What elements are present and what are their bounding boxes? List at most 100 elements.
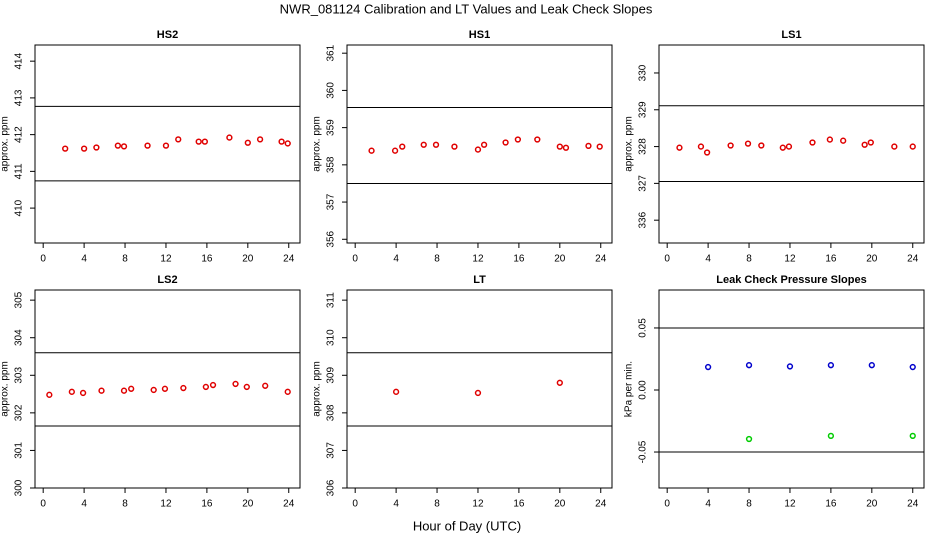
- y-axis-label: approx. ppm: [312, 361, 323, 417]
- x-tick-label: 12: [784, 254, 796, 265]
- y-tick-label: 358: [326, 156, 337, 173]
- data-point: [180, 384, 187, 392]
- x-tick-label: 20: [866, 499, 878, 510]
- y-tick-label: 413: [14, 89, 25, 106]
- y-tick-label: 308: [326, 404, 337, 421]
- x-tick-label: 24: [283, 499, 295, 510]
- x-axis-label: Hour of Day (UTC): [413, 518, 521, 533]
- data-point: [226, 134, 233, 141]
- y-tick-label: 306: [326, 479, 337, 496]
- y-tick-label: 303: [14, 367, 25, 384]
- panel-title: LT: [473, 274, 486, 286]
- data-point: [514, 136, 522, 143]
- plot-frame: [658, 289, 925, 489]
- data-point: [432, 141, 440, 148]
- y-tick-label: 0.05: [638, 318, 649, 338]
- data-point: [128, 385, 135, 392]
- x-tick-label: 4: [81, 499, 87, 510]
- plot-frame: [346, 44, 613, 244]
- data-point: [399, 143, 406, 150]
- y-tick-label: 309: [326, 367, 337, 384]
- data-point: [909, 432, 916, 440]
- data-point: [534, 136, 541, 143]
- y-tick-label: 361: [326, 44, 337, 61]
- data-point: [232, 380, 239, 388]
- panel: Leak Check Pressure Slopes kPa per min. 0 4…: [624, 274, 925, 510]
- x-tick-label: 8: [122, 254, 128, 265]
- data-point: [93, 144, 100, 151]
- data-point: [120, 143, 128, 150]
- y-axis-label: approx. ppm: [0, 361, 11, 417]
- data-point: [98, 387, 105, 394]
- y-tick-label: 328: [638, 138, 649, 155]
- panel-title: HS2: [157, 29, 178, 41]
- data-point: [758, 142, 765, 149]
- x-tick-label: 16: [201, 254, 213, 265]
- y-tick-label: 360: [326, 82, 337, 99]
- y-axis-label: approx. ppm: [624, 116, 635, 172]
- y-tick-label: 357: [326, 193, 337, 210]
- data-point: [392, 388, 400, 395]
- panel: HS2 approx. ppm 0 4 8 12 16 20 24 410 411 412 413 414: [0, 29, 301, 265]
- panel-title: Leak Check Pressure Slopes: [716, 274, 866, 286]
- x-tick-label: 24: [907, 499, 919, 510]
- y-tick-label: 336: [638, 211, 649, 228]
- panel: LS2 approx. ppm 0 4 8 12 16 20 24 300 301 302 303 304…: [0, 274, 301, 510]
- x-tick-label: 8: [746, 499, 752, 510]
- x-tick-label: 0: [352, 499, 358, 510]
- y-tick-label: 329: [638, 101, 649, 118]
- x-tick-label: 0: [664, 499, 670, 510]
- data-point: [676, 144, 683, 151]
- panel-title: HS1: [469, 29, 490, 41]
- plot-frame: [658, 44, 925, 244]
- data-point: [868, 362, 875, 369]
- x-tick-label: 12: [160, 254, 172, 265]
- data-point: [596, 143, 603, 150]
- data-point: [861, 141, 868, 148]
- data-point: [451, 143, 458, 150]
- x-tick-label: 8: [746, 254, 752, 265]
- data-point: [585, 142, 592, 150]
- x-tick-label: 12: [472, 254, 484, 265]
- data-point: [474, 389, 482, 397]
- x-tick-label: 0: [664, 254, 670, 265]
- data-point: [284, 140, 291, 147]
- data-point: [704, 363, 712, 371]
- x-tick-label: 0: [40, 499, 46, 510]
- data-point: [909, 143, 916, 150]
- x-tick-label: 12: [472, 499, 484, 510]
- data-point: [420, 141, 427, 148]
- x-tick-label: 4: [705, 254, 711, 265]
- chart-title: NWR_081124 Calibration and LT Values and…: [280, 1, 653, 16]
- data-point: [840, 137, 847, 144]
- x-tick-label: 16: [825, 499, 837, 510]
- y-tick-label: 412: [14, 126, 25, 143]
- data-point: [826, 136, 834, 143]
- panel: LT approx. ppm 0 4 8 12 16 20 24 306 307 308 309 310 3…: [312, 274, 613, 510]
- data-point: [284, 388, 291, 395]
- data-point: [80, 145, 88, 152]
- data-point: [867, 139, 874, 146]
- x-tick-label: 24: [283, 254, 295, 265]
- data-point: [562, 144, 570, 151]
- y-tick-label: 307: [326, 442, 337, 459]
- data-point: [480, 141, 488, 148]
- x-tick-label: 4: [81, 254, 87, 265]
- y-tick-label: 359: [326, 119, 337, 136]
- x-tick-label: 20: [242, 499, 254, 510]
- data-point: [827, 432, 835, 440]
- data-point: [697, 143, 705, 150]
- x-tick-label: 20: [554, 499, 566, 510]
- y-tick-label: -0.05: [638, 440, 649, 463]
- y-tick-label: 311: [326, 292, 337, 308]
- data-point: [209, 381, 217, 389]
- y-tick-label: 0.00: [638, 380, 649, 400]
- data-point: [827, 362, 835, 369]
- x-tick-label: 16: [201, 499, 213, 510]
- data-point: [786, 363, 794, 370]
- y-axis-label: kPa per min.: [624, 361, 635, 417]
- y-tick-label: 410: [14, 199, 25, 216]
- data-point: [474, 146, 482, 153]
- plot-frame: [346, 289, 613, 489]
